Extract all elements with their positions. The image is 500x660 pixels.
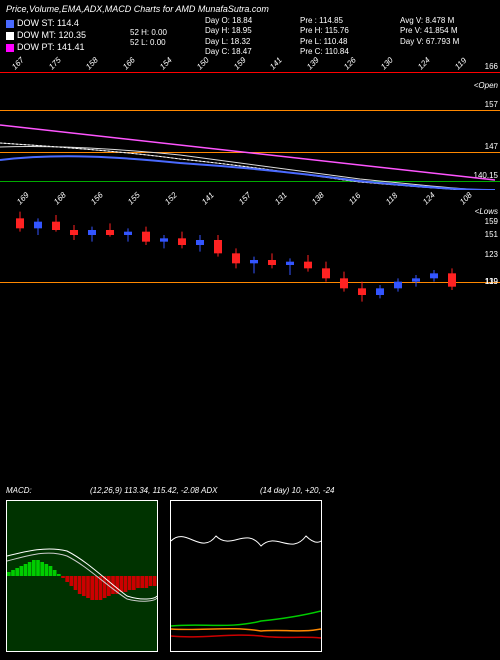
legend-box-pt (6, 44, 14, 52)
stat-52l: 52 L: 0.00 (130, 38, 167, 48)
page-title: Price,Volume,EMA,ADX,MACD Charts for AMD… (6, 4, 269, 14)
macd-title: MACD: (6, 486, 32, 495)
legend-st: DOW ST: 114.4 (6, 18, 79, 28)
stats-pre: Pre : 114.85 Pre H: 115.76 Pre L: 110.48… (300, 16, 349, 58)
legend-pt: DOW PT: 141.41 (6, 42, 85, 52)
adx-params: (14 day) 10, +20, -24 (260, 486, 335, 495)
stat-pre: Pre : 114.85 (300, 16, 349, 26)
stat-prev: Pre V: 41.854 M (400, 26, 459, 36)
legend-label-st: DOW ST: 114.4 (17, 18, 79, 28)
ema-lines (0, 55, 500, 190)
stats-52wk: 52 H: 0.00 52 L: 0.00 (130, 28, 167, 49)
stat-52h: 52 H: 0.00 (130, 28, 167, 38)
stat-dayv: Day V: 67.793 M (400, 37, 459, 47)
stat-preh: Pre H: 115.76 (300, 26, 349, 36)
stat-dayo: Day O: 18.84 (205, 16, 252, 26)
adx-svg (171, 501, 321, 651)
legend-label-mt: DOW MT: 120.35 (17, 30, 86, 40)
legend-box-mt (6, 32, 14, 40)
adx-panel (170, 500, 322, 652)
stat-dayh: Day H: 18.95 (205, 26, 252, 36)
candlestick-chart (0, 195, 500, 315)
macd-params: (12,26,9) 113.34, 115.42, -2.08 ADX (90, 486, 218, 495)
stat-dayl: Day L: 18.32 (205, 37, 252, 47)
legend-label-pt: DOW PT: 141.41 (17, 42, 85, 52)
macd-svg (7, 501, 157, 651)
legend-box-st (6, 20, 14, 28)
stat-avgv: Avg V: 8.478 M (400, 16, 459, 26)
legend-mt: DOW MT: 120.35 (6, 30, 86, 40)
macd-panel (6, 500, 158, 652)
stats-day: Day O: 18.84 Day H: 18.95 Day L: 18.32 D… (205, 16, 252, 58)
stat-prel: Pre L: 110.48 (300, 37, 349, 47)
stats-vol: Avg V: 8.478 M Pre V: 41.854 M Day V: 67… (400, 16, 459, 47)
